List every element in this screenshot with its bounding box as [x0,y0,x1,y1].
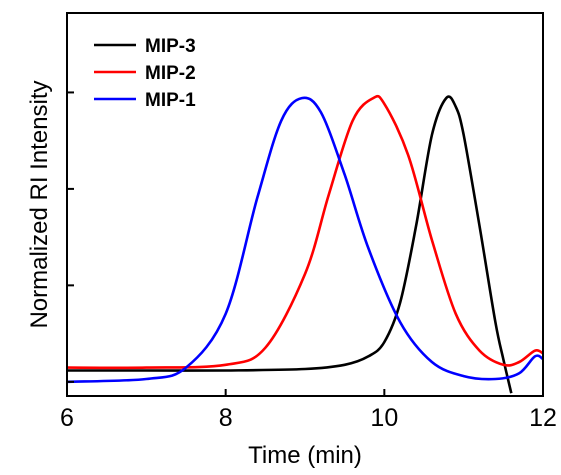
plot-layer [67,94,543,394]
series-line-mip-1 [67,96,543,384]
legend: MIP-3 MIP-2 MIP-1 [94,36,196,111]
legend-label-mip-3: MIP-3 [145,36,196,57]
legend-label-mip-1: MIP-1 [145,90,196,111]
series-line-mip-3 [67,95,513,394]
plot-frame [66,12,544,397]
series-line-mip-2 [67,94,543,370]
y-axis-label: Normalized RI Intensity [26,80,53,328]
legend-label-mip-2: MIP-2 [145,63,196,84]
x-axis-label: Time (min) [248,442,362,469]
x-tick-label: 6 [60,404,74,432]
ticks-layer: 6 8 10 12 [60,91,557,432]
x-tick-label: 10 [370,404,398,432]
x-tick-label: 12 [529,404,557,432]
x-tick-label: 8 [219,404,233,432]
